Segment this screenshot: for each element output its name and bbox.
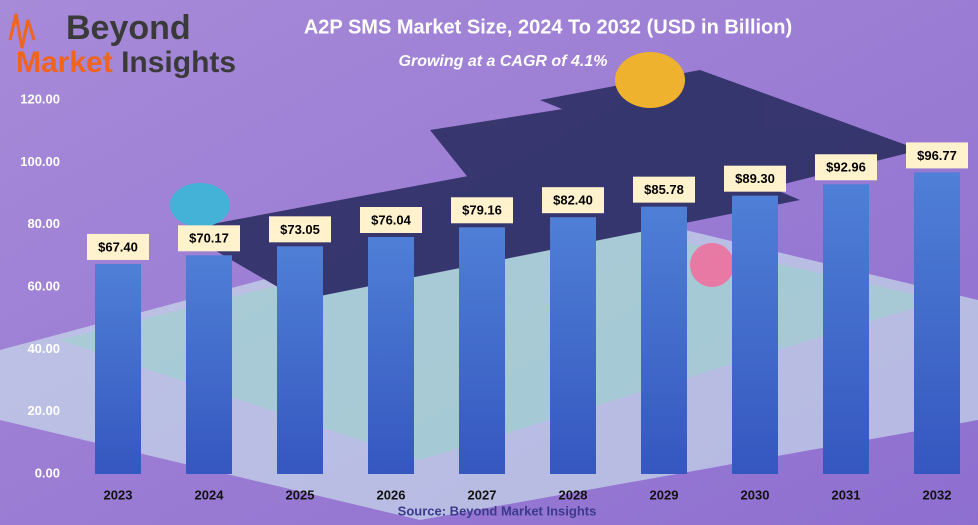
value-label-box	[451, 197, 513, 224]
value-label-box	[633, 176, 695, 203]
logo: Beyond Market Insights	[8, 9, 236, 79]
value-label-box	[815, 154, 877, 181]
bar	[459, 227, 505, 474]
x-tick-label: 2028	[559, 487, 588, 502]
value-label: $85.78	[644, 182, 684, 197]
bar	[914, 172, 960, 475]
x-tick-label: 2030	[741, 487, 770, 502]
bar	[95, 263, 141, 474]
value-label-box	[269, 216, 331, 243]
value-label: $73.05	[280, 222, 320, 237]
y-tick-label: 20.00	[27, 403, 60, 418]
value-label: $82.40	[553, 193, 593, 208]
value-label: $92.96	[826, 160, 866, 175]
value-label-box	[178, 225, 240, 252]
value-label-box	[360, 207, 422, 234]
value-label-box	[87, 233, 149, 260]
y-tick-label: 120.00	[20, 91, 60, 106]
value-label-box	[724, 165, 786, 192]
x-tick-label: 2025	[286, 487, 315, 502]
bar	[368, 237, 414, 474]
bar	[641, 206, 687, 474]
bar	[550, 217, 596, 475]
value-label: $70.17	[189, 231, 229, 246]
value-label-box	[542, 187, 604, 214]
logo-rest: Insights	[121, 46, 236, 79]
x-tick-label: 2027	[468, 487, 497, 502]
x-tick-label: 2031	[832, 487, 861, 502]
x-tick-label: 2024	[195, 487, 225, 502]
value-label: $96.77	[917, 148, 957, 163]
bar	[732, 195, 778, 474]
logo-mark	[8, 13, 36, 49]
y-tick-label: 0.00	[35, 465, 60, 480]
bar	[186, 255, 232, 474]
chart-subtitle: Growing at a CAGR of 4.1%	[399, 53, 608, 70]
value-label-box	[906, 142, 968, 169]
y-tick-label: 80.00	[27, 216, 60, 231]
chart-title: A2P SMS Market Size, 2024 To 2032 (USD i…	[304, 16, 792, 38]
y-tick-label: 60.00	[27, 278, 60, 293]
value-label: $89.30	[735, 171, 775, 186]
x-tick-label: 2026	[377, 487, 406, 502]
x-tick-label: 2029	[650, 487, 679, 502]
value-label: $76.04	[371, 212, 412, 227]
logo-accent: Market	[16, 46, 113, 79]
bar	[277, 246, 323, 474]
x-tick-label: 2023	[104, 487, 133, 502]
x-tick-label: 2032	[923, 487, 952, 502]
bar	[823, 184, 869, 475]
source: Source: Beyond Market Insights	[398, 503, 597, 518]
y-tick-label: 40.00	[27, 341, 60, 356]
y-tick-label: 100.00	[20, 154, 60, 169]
logo-bottom: Market Insights	[16, 46, 236, 79]
value-label: $67.40	[98, 239, 138, 254]
value-label: $79.16	[462, 203, 502, 218]
logo-top: Beyond	[66, 9, 191, 47]
